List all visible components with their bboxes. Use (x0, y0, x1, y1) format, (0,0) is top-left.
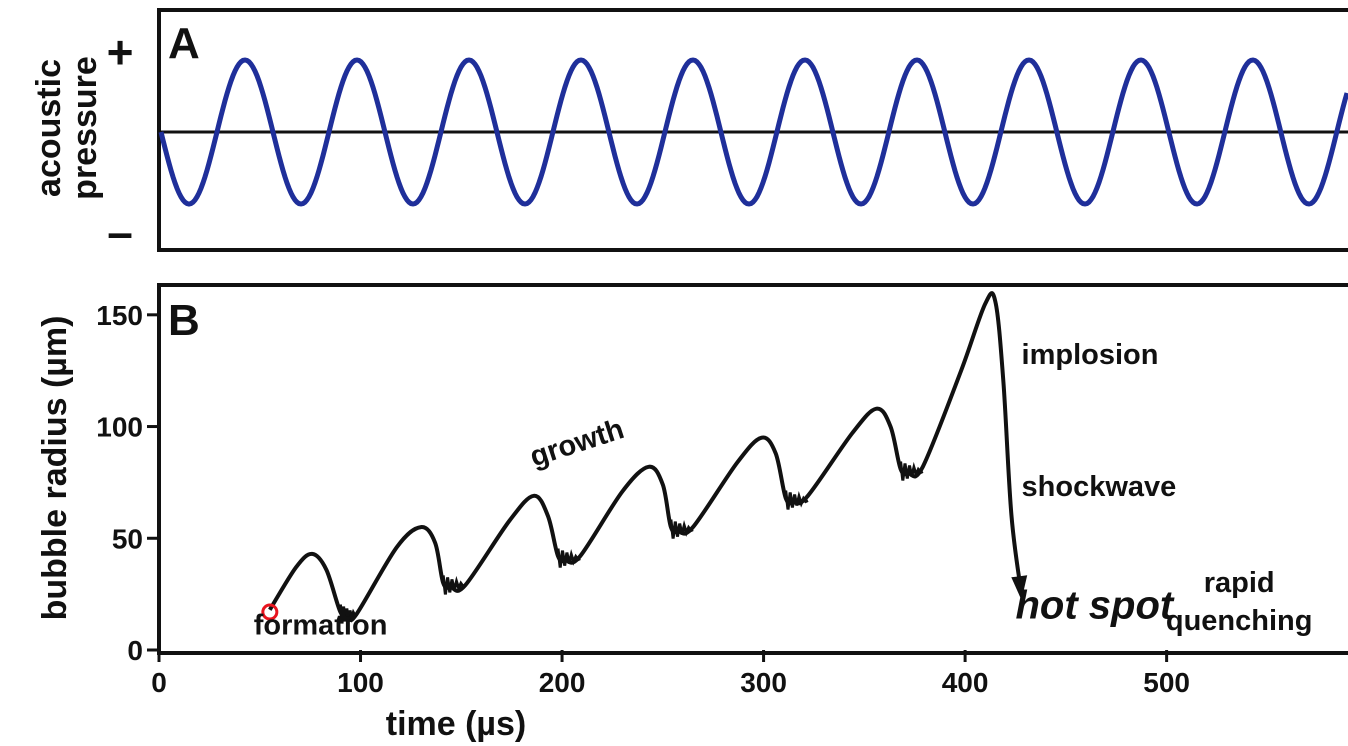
y-tick-label: 50 (112, 523, 143, 554)
y-tick-label: 0 (127, 635, 143, 666)
x-tick-label: 400 (942, 667, 989, 698)
panel-a-label: A (168, 19, 200, 68)
y-tick-label: 100 (96, 412, 143, 443)
x-tick-label: 200 (539, 667, 586, 698)
panel-b-label: B (168, 296, 200, 345)
bubble-radius-curve (268, 291, 1024, 623)
annotation-shockwave: shockwave (1022, 471, 1177, 503)
x-tick-label: 0 (151, 667, 167, 698)
pressure-ylabel-line2: pressure (66, 56, 104, 200)
ripple (441, 575, 466, 595)
annotation-rapid: rapid (1204, 567, 1275, 599)
formation-marker (261, 603, 279, 621)
annotation-formation: formation (254, 609, 388, 641)
x-tick-label: 500 (1143, 667, 1190, 698)
x-tick-label: 100 (337, 667, 384, 698)
ripple (556, 548, 581, 568)
pressure-plus-label: + (107, 26, 134, 78)
panel-b: B 0 50 100 150 0 100 200 300 400 500 formation gr… (36, 283, 1348, 743)
implosion-arrowhead (1011, 575, 1028, 601)
annotation-implosion: implosion (1022, 339, 1159, 371)
ripple (899, 461, 924, 481)
annotations: formation growth implosion shockwave hot spo… (254, 339, 1313, 641)
y-tick-label: 150 (96, 300, 143, 331)
pressure-ylabel-line1: acoustic (30, 59, 68, 197)
ripple (338, 604, 358, 624)
annotation-hot-spot: hot spot (1015, 584, 1174, 628)
y-axis-label: bubble radius (µm) (36, 316, 74, 621)
ripple (669, 519, 694, 539)
panel-a: A + – acoustic pressure (30, 8, 1348, 258)
annotation-growth: growth (526, 413, 628, 473)
ripple (784, 490, 809, 510)
pressure-sine-wave (158, 57, 1348, 207)
panel-b-frame (157, 283, 1348, 655)
x-tick-label: 300 (740, 667, 787, 698)
radius-ripples (338, 461, 924, 624)
y-axis-ticks: 0 50 100 150 (96, 300, 159, 666)
panel-a-frame (157, 8, 1348, 252)
pressure-minus-label: – (107, 206, 133, 258)
x-axis-label: time (µs) (386, 705, 527, 743)
annotation-quenching: quenching (1166, 605, 1313, 637)
x-axis-ticks: 0 100 200 300 400 500 (151, 650, 1190, 698)
